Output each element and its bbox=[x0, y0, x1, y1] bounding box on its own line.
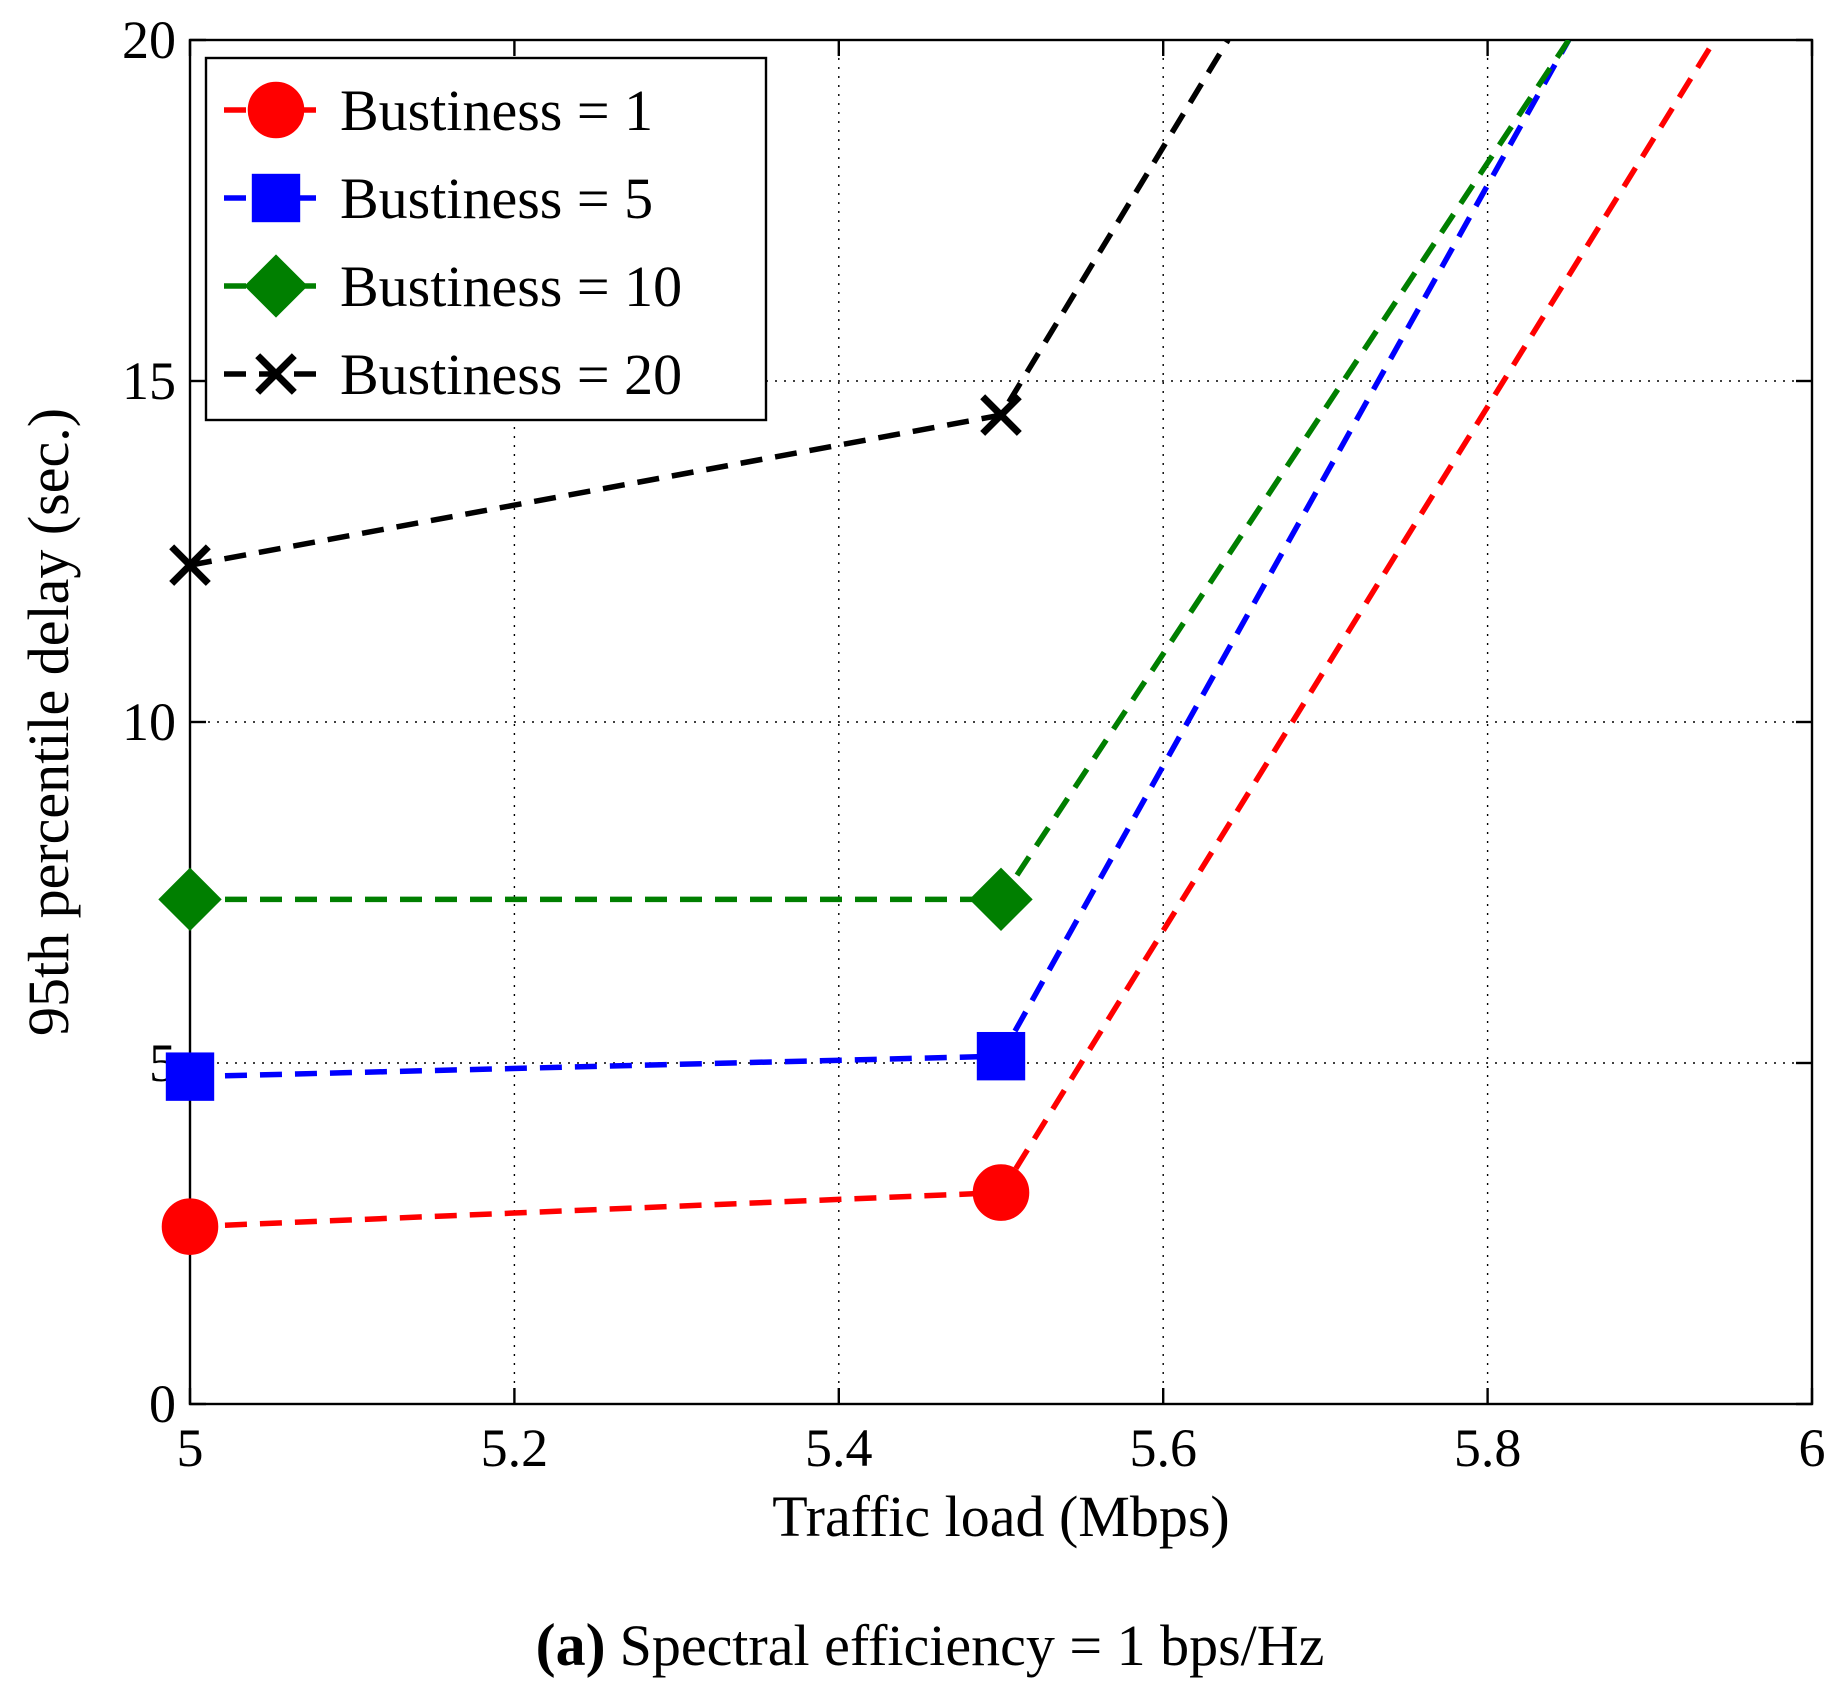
legend-swatch-marker bbox=[247, 81, 305, 139]
legend-label: Bustiness = 10 bbox=[340, 254, 682, 319]
series-group bbox=[158, 40, 1718, 1255]
legend-entry: Bustiness = 1 bbox=[224, 78, 653, 143]
data-point-marker bbox=[158, 867, 222, 931]
legend-swatch-marker bbox=[255, 353, 297, 395]
legend-label: Bustiness = 20 bbox=[340, 342, 682, 407]
x-axis-label: Traffic load (Mbps) bbox=[772, 1484, 1230, 1549]
y-tick-label: 10 bbox=[122, 692, 176, 752]
legend-label: Bustiness = 5 bbox=[340, 166, 653, 231]
x-tick-label: 5.8 bbox=[1454, 1418, 1522, 1478]
data-point-marker bbox=[972, 1164, 1030, 1221]
y-axis-label: 95th percentile delay (sec.) bbox=[16, 408, 81, 1036]
series-bustiness-20 bbox=[169, 40, 1231, 586]
x-tick-label: 5.2 bbox=[481, 1418, 549, 1478]
legend-entry: Bustiness = 20 bbox=[224, 342, 682, 407]
data-point-marker bbox=[169, 544, 211, 586]
data-point-marker bbox=[980, 394, 1022, 436]
data-point-marker bbox=[976, 1031, 1026, 1081]
x-tick-label: 5.4 bbox=[805, 1418, 873, 1478]
data-point-marker bbox=[969, 867, 1033, 931]
data-point-marker bbox=[161, 1198, 219, 1255]
caption-letter: (a) bbox=[536, 1612, 606, 1678]
series-bustiness-10 bbox=[158, 40, 1571, 931]
y-tick-label: 0 bbox=[149, 1374, 176, 1434]
x-tick-label: 5 bbox=[177, 1418, 204, 1478]
legend-swatch-marker bbox=[244, 254, 308, 318]
figure-caption: (a) Spectral efficiency = 1 bps/Hz bbox=[536, 1612, 1325, 1678]
y-tick-label: 15 bbox=[122, 351, 176, 411]
legend-entry: Bustiness = 5 bbox=[224, 166, 653, 231]
legend-entry: Bustiness = 10 bbox=[224, 254, 682, 319]
legend-swatch-marker bbox=[251, 173, 301, 223]
legend: Bustiness = 1 Bustiness = 5 Bustiness = 10… bbox=[204, 56, 768, 422]
x-tick-label: 6 bbox=[1799, 1418, 1826, 1478]
legend-label: Bustiness = 1 bbox=[340, 78, 653, 143]
data-point-marker bbox=[165, 1052, 215, 1101]
y-tick-label: 20 bbox=[122, 10, 176, 70]
series-bustiness-5 bbox=[165, 40, 1572, 1101]
caption-body: Spectral efficiency = 1 bps/Hz bbox=[620, 1613, 1325, 1678]
series-bustiness-1 bbox=[161, 40, 1718, 1255]
x-tick-label: 5.6 bbox=[1129, 1418, 1197, 1478]
